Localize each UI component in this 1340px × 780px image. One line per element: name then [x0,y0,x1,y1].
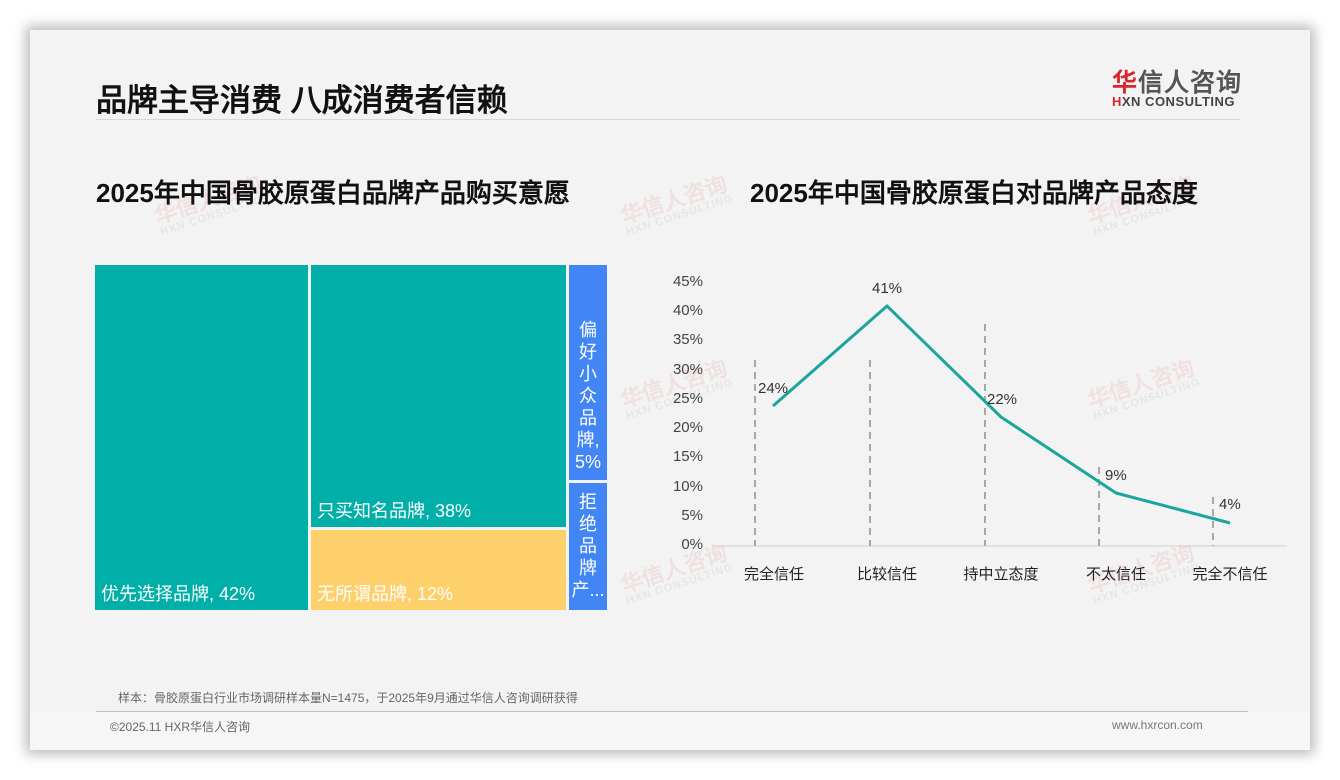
data-label: 9% [1105,467,1127,484]
line-chart-title: 2025年中国骨胶原蛋白对品牌产品态度 [750,178,1198,208]
y-tick: 5% [681,507,703,524]
tile-label: 拒绝品牌产... [571,492,605,600]
treemap-tile-niche-brand: 偏好小众品牌, 5% [569,265,607,480]
treemap-tile-prefer-brand: 优先选择品牌, 42% [95,265,308,610]
data-label: 4% [1219,496,1241,513]
y-tick: 20% [672,419,703,436]
watermark: 华信人咨询 HXN CONSULTING [617,355,736,423]
tile-label: 优先选择品牌, 42% [101,584,256,604]
title-divider [96,119,1240,120]
watermark: 华信人咨询 HXN CONSULTING [617,540,736,608]
treemap-title: 2025年中国骨胶原蛋白品牌产品购买意愿 [96,178,570,208]
y-tick: 25% [672,390,703,407]
x-tick: 比较信任 [856,566,917,583]
treemap: 优先选择品牌, 42% 只买知名品牌, 38% 无所谓品牌, 12% 偏好小众品… [95,265,607,611]
x-tick: 持中立态度 [963,566,1039,583]
y-tick: 40% [672,302,703,319]
tile-label: 无所谓品牌, 12% [317,584,454,604]
treemap-tile-reject-brand: 拒绝品牌产... [569,483,607,610]
x-tick: 不太信任 [1085,566,1146,583]
x-tick: 完全不信任 [1192,566,1268,583]
footer-bar [30,712,1310,750]
tile-label: 只买知名品牌, 38% [317,501,472,521]
tile-label: 偏好小众品牌, 5% [574,320,601,472]
y-tick: 30% [672,361,703,378]
watermark: 华信人咨询 HXN CONSULTING [617,171,736,239]
page-title: 品牌主导消费 八成消费者信赖 [96,83,508,118]
slide: 品牌主导消费 八成消费者信赖 华信人咨询 HXN CONSULTING 华信人咨… [30,30,1310,750]
website-link[interactable]: www.hxrcon.com [1112,718,1203,732]
sample-footnote: 样本：骨胶原蛋白行业市场调研样本量N=1475，于2025年9月通过华信人咨询调… [118,691,578,705]
data-label: 41% [872,280,903,297]
logo-cn-rest: 信人咨询 [1138,69,1243,97]
logo-cn: 华信人咨询 [1112,63,1242,99]
logo-en: HXN CONSULTING [1112,94,1235,109]
y-tick: 0% [681,536,703,553]
watermark: 华信人咨询 HXN CONSULTING [1084,355,1203,423]
series-line [772,304,1231,525]
data-label: 22% [987,391,1018,408]
logo-cn-red: 华 [1112,69,1139,97]
y-tick: 15% [672,448,703,465]
footer-divider [96,711,1248,712]
treemap-tile-famous-brand-only: 只买知名品牌, 38% [311,265,566,527]
y-tick: 45% [672,273,703,290]
y-tick: 35% [672,331,703,348]
treemap-tile-indifferent: 无所谓品牌, 12% [311,530,566,610]
data-label: 24% [758,380,789,397]
x-tick: 完全信任 [743,566,804,583]
watermark: 华信人咨询 HXN CONSULTING [1084,540,1203,608]
logo-en-red: H [1112,94,1122,109]
y-tick: 10% [672,478,703,495]
logo-en-rest: XN CONSULTING [1121,94,1236,109]
copyright: ©2025.11 HXR华信人咨询 [110,720,250,734]
